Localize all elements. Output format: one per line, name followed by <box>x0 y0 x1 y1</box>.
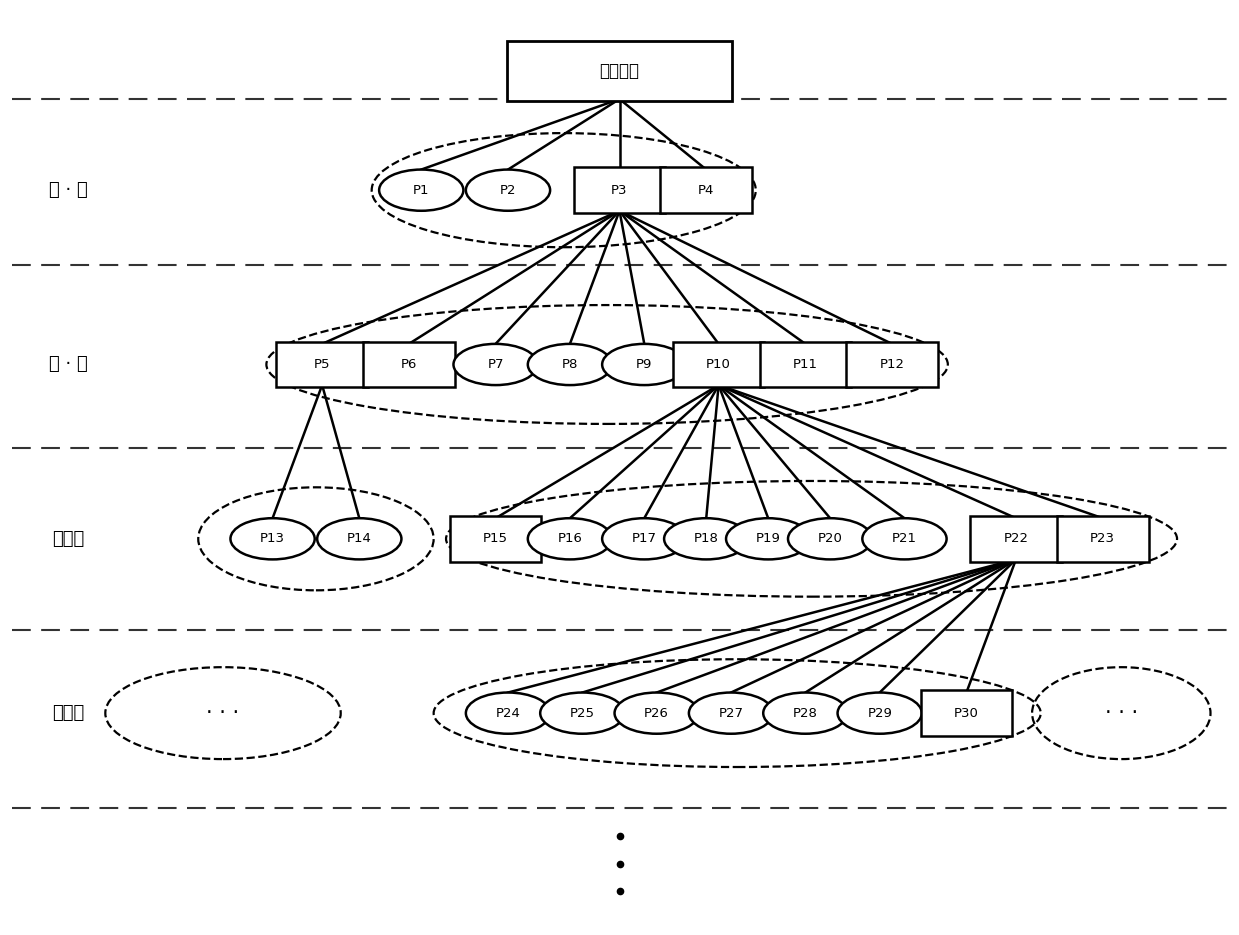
Text: P15: P15 <box>483 532 508 545</box>
Text: P17: P17 <box>632 532 657 545</box>
Text: P4: P4 <box>698 183 715 196</box>
Text: 第 · 层: 第 · 层 <box>48 355 88 373</box>
Ellipse shape <box>664 518 748 559</box>
FancyBboxPatch shape <box>1057 516 1149 562</box>
Text: P3: P3 <box>611 183 628 196</box>
Ellipse shape <box>862 518 947 559</box>
Ellipse shape <box>763 693 847 734</box>
Ellipse shape <box>466 693 550 734</box>
Ellipse shape <box>602 518 686 559</box>
FancyBboxPatch shape <box>673 341 764 387</box>
Ellipse shape <box>453 344 538 385</box>
Text: P29: P29 <box>867 707 892 720</box>
Ellipse shape <box>379 169 463 210</box>
Text: P5: P5 <box>313 358 331 371</box>
Text: P1: P1 <box>413 183 430 196</box>
Text: 第四层: 第四层 <box>52 704 84 722</box>
Text: P13: P13 <box>260 532 285 545</box>
FancyBboxPatch shape <box>450 516 541 562</box>
Text: P10: P10 <box>706 358 731 371</box>
Text: 车轮总成: 车轮总成 <box>600 63 639 80</box>
FancyBboxPatch shape <box>970 516 1062 562</box>
Ellipse shape <box>788 518 872 559</box>
Text: P7: P7 <box>487 358 504 371</box>
FancyBboxPatch shape <box>921 690 1012 736</box>
Text: P14: P14 <box>347 532 372 545</box>
Text: 第三层: 第三层 <box>52 530 84 548</box>
FancyBboxPatch shape <box>660 167 752 213</box>
Text: P18: P18 <box>694 532 719 545</box>
Text: 第 · 层: 第 · 层 <box>48 181 88 199</box>
Ellipse shape <box>602 344 686 385</box>
Ellipse shape <box>726 518 810 559</box>
Ellipse shape <box>528 518 612 559</box>
Text: P21: P21 <box>892 532 917 545</box>
Text: P11: P11 <box>793 358 818 371</box>
Ellipse shape <box>528 344 612 385</box>
Text: P8: P8 <box>561 358 579 371</box>
FancyBboxPatch shape <box>276 341 368 387</box>
Text: P27: P27 <box>719 707 743 720</box>
Ellipse shape <box>689 693 773 734</box>
FancyBboxPatch shape <box>508 41 731 101</box>
Text: P26: P26 <box>644 707 669 720</box>
Text: P16: P16 <box>558 532 582 545</box>
Ellipse shape <box>615 693 699 734</box>
Ellipse shape <box>317 518 401 559</box>
Ellipse shape <box>540 693 624 734</box>
Text: P12: P12 <box>880 358 904 371</box>
FancyBboxPatch shape <box>363 341 455 387</box>
Text: P6: P6 <box>400 358 418 371</box>
Text: P2: P2 <box>499 183 517 196</box>
Text: P24: P24 <box>496 707 520 720</box>
FancyBboxPatch shape <box>846 341 938 387</box>
Text: P19: P19 <box>756 532 781 545</box>
Text: P30: P30 <box>954 707 979 720</box>
Text: P28: P28 <box>793 707 818 720</box>
FancyBboxPatch shape <box>760 341 851 387</box>
Text: P25: P25 <box>570 707 595 720</box>
Text: P9: P9 <box>636 358 653 371</box>
Ellipse shape <box>838 693 922 734</box>
Text: · · ·: · · · <box>207 703 239 723</box>
Ellipse shape <box>466 169 550 210</box>
Ellipse shape <box>230 518 315 559</box>
Text: P22: P22 <box>1004 532 1028 545</box>
Text: · · ·: · · · <box>1105 703 1137 723</box>
FancyBboxPatch shape <box>574 167 665 213</box>
Text: P20: P20 <box>818 532 843 545</box>
Text: P23: P23 <box>1090 532 1115 545</box>
